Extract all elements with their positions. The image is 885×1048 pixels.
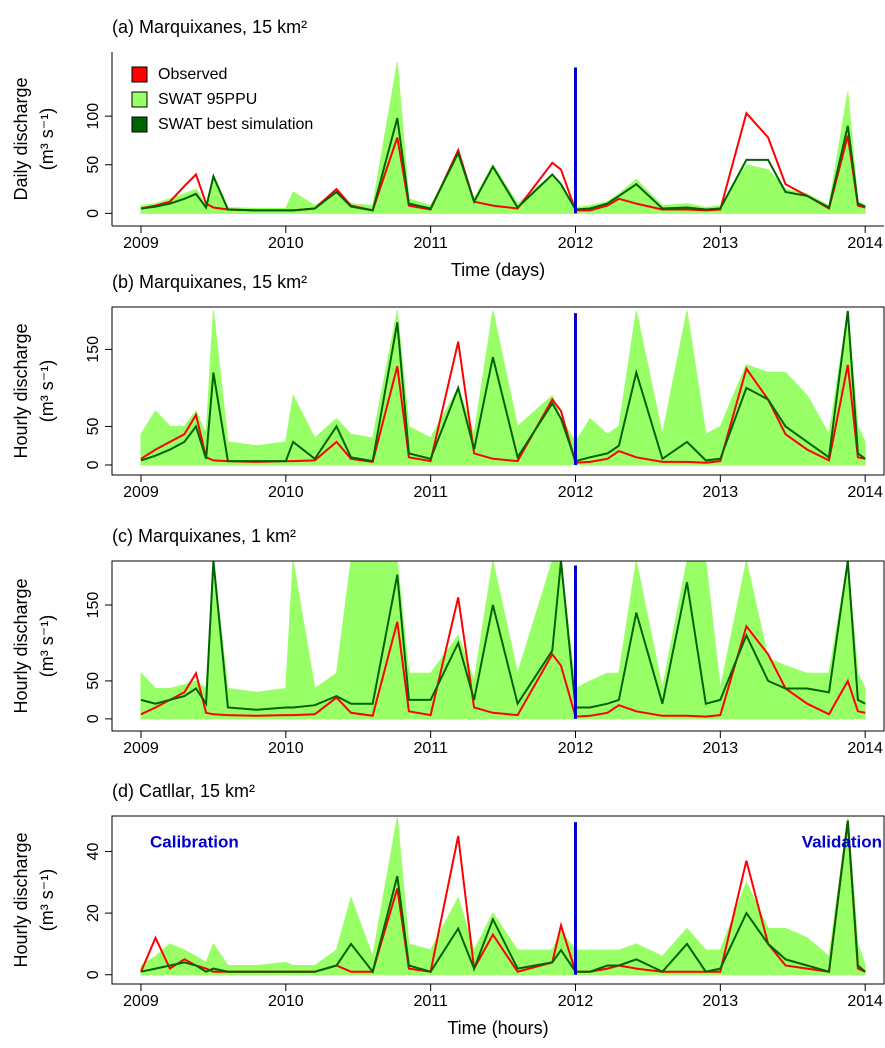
series-line	[140, 820, 866, 973]
ppu-band	[140, 310, 866, 466]
x-tick-label: 2009	[123, 993, 159, 1010]
panel: (a) Marquixanes, 15 km² Daily discharge (m…	[11, 17, 884, 280]
series-line	[140, 561, 866, 711]
legend-swatch	[131, 116, 148, 133]
y-tick-label: 0	[85, 460, 102, 469]
plot-area	[140, 817, 866, 976]
annotation: Calibration	[150, 832, 239, 851]
plot-box	[111, 306, 885, 476]
x-tick-label: 2011	[413, 235, 448, 252]
panel: (b) Marquixanes, 15 km² Hourly discharge (…	[11, 272, 885, 501]
y-tick-label: 20	[85, 904, 102, 922]
series-line	[140, 117, 866, 212]
x-tick-label: 2012	[558, 235, 594, 252]
y-tick-label: 150	[85, 336, 102, 363]
x-tick-label: 2009	[123, 740, 159, 757]
legend-label: SWAT 95PPU	[158, 91, 257, 108]
panel: (d) Catllar, 15 km² Hourly discharge (m³ s…	[11, 781, 885, 1038]
panel-title: (c) Marquixanes, 1 km²	[112, 526, 296, 546]
ppu-band	[140, 817, 866, 976]
x-tick-label: 2013	[703, 484, 739, 501]
ppu-band	[140, 62, 866, 214]
y-tick-label: 50	[85, 417, 102, 435]
y-axis-label: (m³ s⁻¹)	[37, 615, 57, 677]
x-tick-label: 2011	[413, 740, 448, 757]
legend-label: Observed	[158, 66, 227, 83]
y-tick-label: 0	[85, 714, 102, 723]
x-tick-label: 2014	[847, 740, 883, 757]
x-tick-label: 2012	[558, 740, 594, 757]
plot-box	[111, 560, 885, 732]
y-tick-label: 0	[85, 970, 102, 979]
panel: (c) Marquixanes, 1 km² Hourly discharge (m…	[11, 526, 885, 757]
x-tick-label: 2012	[558, 484, 594, 501]
y-tick-label: 50	[85, 156, 102, 174]
panel-title: (d) Catllar, 15 km²	[112, 781, 255, 801]
y-tick-label: 40	[85, 842, 102, 860]
legend-swatch	[131, 66, 148, 83]
y-axis-label: (m³ s⁻¹)	[37, 108, 57, 170]
x-tick-label: 2009	[123, 484, 159, 501]
y-tick-label: 100	[85, 103, 102, 130]
y-tick-label: 50	[85, 672, 102, 690]
x-tick-label: 2013	[703, 740, 739, 757]
plot-area	[140, 561, 866, 720]
series-line	[140, 341, 866, 464]
x-tick-label: 2010	[268, 235, 304, 252]
panel-title: (a) Marquixanes, 15 km²	[112, 17, 307, 37]
x-tick-label: 2014	[847, 235, 883, 252]
x-tick-label: 2011	[413, 484, 448, 501]
y-tick-label: 0	[85, 209, 102, 218]
legend-label: SWAT best simulation	[158, 116, 313, 133]
plot-area	[140, 310, 866, 466]
x-tick-label: 2012	[558, 993, 594, 1010]
annotation: Validation	[802, 832, 882, 851]
legend-swatch	[131, 91, 148, 108]
x-tick-label: 2009	[123, 235, 159, 252]
y-tick-label: 150	[85, 592, 102, 619]
series-line	[140, 820, 866, 974]
plot-area	[140, 62, 866, 214]
x-tick-label: 2010	[268, 484, 304, 501]
x-tick-label: 2013	[703, 993, 739, 1010]
y-axis-label: Hourly discharge	[11, 578, 31, 713]
series-line	[140, 597, 866, 718]
plot-box	[111, 815, 885, 985]
series-line	[140, 111, 866, 212]
y-axis-label: Daily discharge	[11, 77, 31, 200]
x-axis-label: Time (days)	[451, 260, 545, 280]
x-tick-label: 2013	[703, 235, 739, 252]
y-axis-label: Hourly discharge	[11, 323, 31, 458]
y-axis-label: (m³ s⁻¹)	[37, 360, 57, 422]
y-axis-label: (m³ s⁻¹)	[37, 869, 57, 931]
y-axis-label: Hourly discharge	[11, 832, 31, 967]
x-tick-label: 2014	[847, 484, 883, 501]
series-line	[140, 310, 866, 463]
x-tick-label: 2010	[268, 993, 304, 1010]
x-tick-label: 2014	[847, 993, 883, 1010]
x-axis-label: Time (hours)	[447, 1018, 548, 1038]
panel-title: (b) Marquixanes, 15 km²	[112, 272, 307, 292]
x-tick-label: 2010	[268, 740, 304, 757]
x-tick-label: 2011	[413, 993, 448, 1010]
